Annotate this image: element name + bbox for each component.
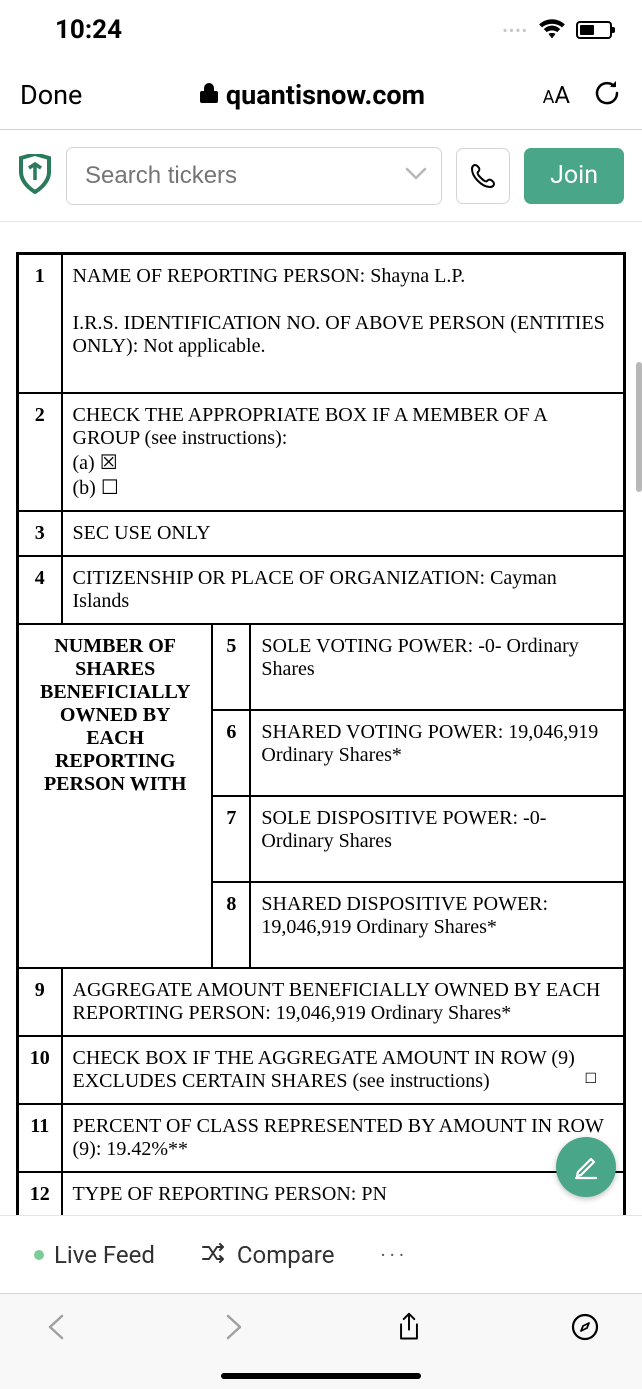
search-box[interactable]	[66, 147, 442, 205]
excludes-checkbox: ☐	[584, 1070, 597, 1087]
live-dot-icon	[34, 1250, 44, 1260]
row-number: 1	[18, 254, 62, 394]
row-number: 10	[18, 1036, 62, 1104]
status-time: 10:24	[55, 15, 122, 45]
table-row: 11 PERCENT OF CLASS REPRESENTED BY AMOUN…	[18, 1104, 625, 1172]
url-display[interactable]: quantisnow.com	[200, 79, 425, 111]
citizenship: CITIZENSHIP OR PLACE OF ORGANIZATION: Ca…	[62, 556, 625, 624]
cellular-dots-icon: ••••	[502, 21, 528, 40]
table-row: NUMBER OF SHARES BENEFICIALLY OWNED BY E…	[18, 624, 625, 710]
row-number: 12	[18, 1172, 62, 1215]
table-row: 9 AGGREGATE AMOUNT BENEFICIALLY OWNED BY…	[18, 968, 625, 1036]
text-size-button[interactable]: AA	[543, 81, 570, 109]
reporting-person-name: NAME OF REPORTING PERSON: Shayna L.P.	[73, 265, 614, 288]
aggregate-amount: AGGREGATE AMOUNT BENEFICIALLY OWNED BY E…	[62, 968, 625, 1036]
excludes-text: CHECK BOX IF THE AGGREGATE AMOUNT IN ROW…	[73, 1047, 575, 1092]
row-number: 3	[18, 511, 62, 556]
row-number: 2	[18, 393, 62, 511]
row-number: 4	[18, 556, 62, 624]
compare-button[interactable]: Compare	[201, 1241, 335, 1269]
shuffle-icon	[201, 1241, 237, 1269]
browser-controls: AA	[543, 78, 622, 112]
compass-button[interactable]	[570, 1312, 600, 1346]
row-number: 9	[18, 968, 62, 1036]
sec-use-only: SEC USE ONLY	[62, 511, 625, 556]
reload-button[interactable]	[592, 78, 622, 112]
row-content: CHECK THE APPROPRIATE BOX IF A MEMBER OF…	[62, 393, 625, 511]
join-button[interactable]: Join	[524, 148, 624, 204]
shared-voting-power: SHARED VOTING POWER: 19,046,919 Ordinary…	[250, 710, 624, 796]
shares-owned-label: NUMBER OF SHARES BENEFICIALLY OWNED BY E…	[18, 624, 213, 968]
excludes-shares: CHECK BOX IF THE AGGREGATE AMOUNT IN ROW…	[62, 1036, 625, 1104]
browser-bar: Done quantisnow.com AA	[0, 60, 642, 130]
compare-label: Compare	[237, 1241, 335, 1269]
document-viewport[interactable]: 1 NAME OF REPORTING PERSON: Shayna L.P. …	[0, 222, 642, 1215]
row-number: 7	[212, 796, 250, 882]
edit-fab-button[interactable]	[556, 1137, 616, 1197]
back-button[interactable]	[42, 1312, 72, 1346]
chevron-down-icon[interactable]	[405, 166, 427, 185]
table-row: 3 SEC USE ONLY	[18, 511, 625, 556]
wifi-icon	[538, 17, 566, 43]
done-button[interactable]: Done	[20, 79, 82, 111]
table-row: 2 CHECK THE APPROPRIATE BOX IF A MEMBER …	[18, 393, 625, 511]
table-row: 10 CHECK BOX IF THE AGGREGATE AMOUNT IN …	[18, 1036, 625, 1104]
live-feed-label: Live Feed	[54, 1241, 155, 1269]
status-bar: 10:24 ••••	[0, 0, 642, 60]
site-logo-icon[interactable]	[18, 154, 52, 198]
forward-button[interactable]	[218, 1312, 248, 1346]
phone-button[interactable]	[456, 148, 510, 204]
site-header: Join	[0, 130, 642, 222]
sole-dispositive-power: SOLE DISPOSITIVE POWER: -0- Ordinary Sha…	[250, 796, 624, 882]
row-content: NAME OF REPORTING PERSON: Shayna L.P. I.…	[62, 254, 625, 394]
search-input[interactable]	[85, 162, 405, 190]
battery-icon	[576, 21, 612, 39]
table-row: 1 NAME OF REPORTING PERSON: Shayna L.P. …	[18, 254, 625, 394]
shared-dispositive-power: SHARED DISPOSITIVE POWER: 19,046,919 Ord…	[250, 882, 624, 968]
sole-voting-power: SOLE VOTING POWER: -0- Ordinary Shares	[250, 624, 624, 710]
row-number: 8	[212, 882, 250, 968]
type-of-person: TYPE OF REPORTING PERSON: PN	[62, 1172, 625, 1215]
row-number: 6	[212, 710, 250, 796]
group-member-text: CHECK THE APPROPRIATE BOX IF A MEMBER OF…	[73, 404, 614, 450]
lock-icon	[200, 79, 218, 111]
row-number: 11	[18, 1104, 62, 1172]
checkbox-a: (a) ☒	[73, 450, 614, 475]
more-button[interactable]: ···	[380, 1243, 408, 1267]
irs-identification: I.R.S. IDENTIFICATION NO. OF ABOVE PERSO…	[73, 312, 614, 358]
percent-of-class: PERCENT OF CLASS REPRESENTED BY AMOUNT I…	[62, 1104, 625, 1172]
row-number: 5	[212, 624, 250, 710]
scrollbar-indicator[interactable]	[636, 362, 642, 492]
url-domain: quantisnow.com	[226, 79, 425, 111]
status-right: ••••	[502, 17, 612, 43]
table-row: 4 CITIZENSHIP OR PLACE OF ORGANIZATION: …	[18, 556, 625, 624]
checkbox-b: (b) ☐	[73, 475, 614, 500]
sec-filing-table: 1 NAME OF REPORTING PERSON: Shayna L.P. …	[16, 252, 626, 1215]
table-row: 12 TYPE OF REPORTING PERSON: PN	[18, 1172, 625, 1215]
battery-fill	[580, 25, 594, 35]
site-action-bar: Live Feed Compare ···	[0, 1215, 642, 1293]
live-feed-button[interactable]: Live Feed	[34, 1241, 155, 1269]
share-button[interactable]	[394, 1312, 424, 1346]
home-indicator[interactable]	[221, 1373, 421, 1379]
